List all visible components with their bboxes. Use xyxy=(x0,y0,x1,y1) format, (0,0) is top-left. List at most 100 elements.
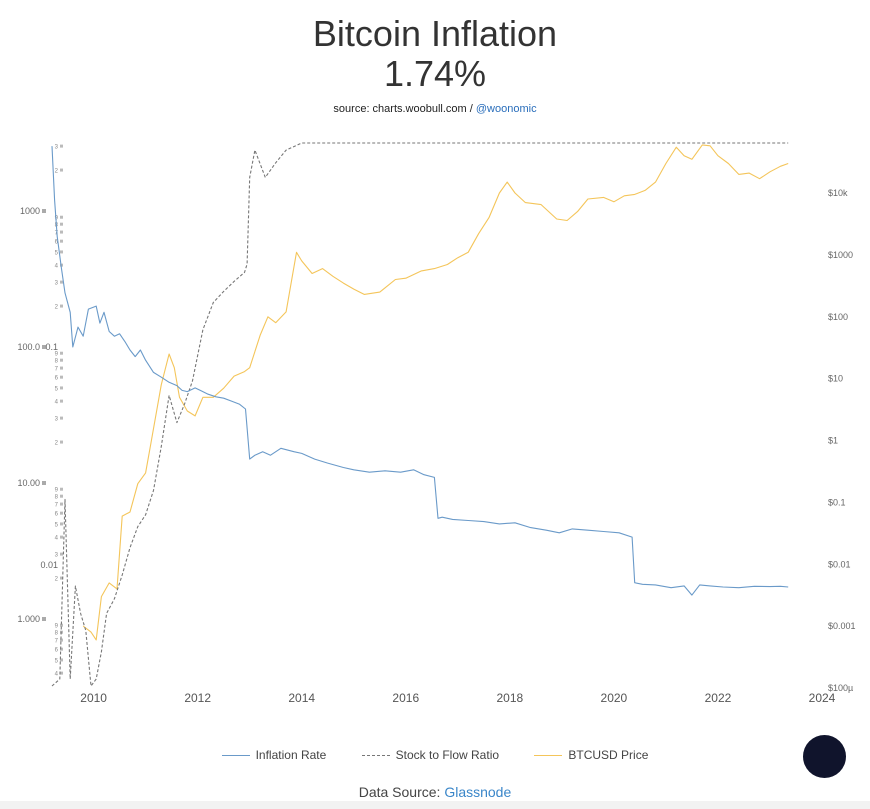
left-minor-mark xyxy=(60,623,63,627)
left-minor-mark xyxy=(60,576,63,580)
left-minor-mark xyxy=(60,440,63,444)
left-minor-label: 6 xyxy=(55,240,59,246)
source-prefix: source: charts.woobull.com / xyxy=(333,103,476,115)
x-tick-label: 2024 xyxy=(809,691,836,705)
left-minor-label: 8 xyxy=(55,495,59,501)
left-minor-mark xyxy=(60,351,63,355)
left-minor-mark xyxy=(60,522,63,526)
x-tick-label: 2020 xyxy=(601,691,628,705)
left-minor-mark xyxy=(60,494,63,498)
series-s2f-line xyxy=(51,142,789,687)
left-minor-mark xyxy=(60,502,63,506)
right-tick-label: $0.001 xyxy=(828,621,856,631)
left-minor-mark xyxy=(60,222,63,226)
right-tick-label: $10k xyxy=(828,188,848,198)
left-minor-label: 6 xyxy=(55,648,59,654)
left-minor-label: 7 xyxy=(55,639,59,645)
legend-line-inflation xyxy=(221,755,250,757)
left-minor-label: 5 xyxy=(55,522,59,528)
legend-label-price: BTCUSD Price xyxy=(568,748,649,762)
left-minor-mark xyxy=(60,552,63,556)
left-minor-mark xyxy=(60,511,63,515)
legend-line-s2f xyxy=(361,755,390,757)
left-minor-label: 5 xyxy=(55,658,59,664)
left-minor-label: 9 xyxy=(55,488,59,494)
left-minor-label: 6 xyxy=(55,376,59,382)
mid-tick-label: 0.01 xyxy=(40,560,58,570)
right-tick-label: $0.01 xyxy=(828,559,851,569)
right-tick-label: $10 xyxy=(828,374,843,384)
right-tick-label: $100 xyxy=(828,312,848,322)
x-tick-label: 2022 xyxy=(705,691,732,705)
left-minor-label: 6 xyxy=(55,512,59,518)
left-minor-mark xyxy=(60,399,63,403)
left-minor-label: 2 xyxy=(55,441,59,447)
left-minor-label: 9 xyxy=(55,216,59,222)
legend-item-price[interactable]: BTCUSD Price xyxy=(534,748,648,762)
left-minor-mark xyxy=(60,304,63,308)
source-line: source: charts.woobull.com / @woonomic xyxy=(0,103,870,115)
left-minor-mark xyxy=(60,647,63,651)
left-minor-mark xyxy=(60,250,63,254)
left-minor-mark xyxy=(60,215,63,219)
legend-item-s2f[interactable]: Stock to Flow Ratio xyxy=(361,748,500,762)
left-tick-label: 1000 xyxy=(20,206,40,216)
left-tick-mark xyxy=(42,617,46,621)
left-tick-label: 100.0 xyxy=(17,342,40,352)
left-minor-label: 3 xyxy=(55,281,59,287)
series-inflation-line xyxy=(51,146,789,596)
left-tick-label: 10.00 xyxy=(17,478,40,488)
left-minor-label: 8 xyxy=(55,631,59,637)
left-minor-label: 4 xyxy=(55,264,59,270)
left-minor-mark xyxy=(60,168,63,172)
left-minor-mark xyxy=(60,416,63,420)
left-minor-mark xyxy=(60,535,63,539)
left-minor-label: 3 xyxy=(55,417,59,423)
left-minor-label: 8 xyxy=(55,359,59,365)
axis-ticks-group: 2010 2012 2014 2016 2018 2020 2022 2024 1000 100.… xyxy=(17,144,856,705)
left-minor-label: 7 xyxy=(55,503,59,509)
legend-label-s2f: Stock to Flow Ratio xyxy=(395,748,500,762)
glassnode-link[interactable]: Glassnode xyxy=(444,784,512,800)
series-price-line xyxy=(82,144,789,641)
inflation-value: 1.74% xyxy=(383,53,487,94)
left-minor-label: 3 xyxy=(55,553,59,559)
left-tick-mark xyxy=(42,209,46,213)
mid-tick-label: 0.1 xyxy=(45,342,58,352)
source-handle-link[interactable]: @woonomic xyxy=(475,103,537,115)
left-tick-mark xyxy=(42,345,46,349)
left-tick-mark xyxy=(42,481,46,485)
legend-label-inflation: Inflation Rate xyxy=(255,748,327,762)
x-tick-label: 2016 xyxy=(392,691,419,705)
x-tick-label: 2012 xyxy=(184,691,211,705)
right-tick-label: $0.1 xyxy=(828,497,846,507)
left-minor-label: 4 xyxy=(55,536,59,542)
left-minor-mark xyxy=(60,230,63,234)
left-minor-mark xyxy=(60,386,63,390)
left-minor-mark xyxy=(60,375,63,379)
right-tick-label: $100µ xyxy=(828,683,853,693)
left-minor-mark xyxy=(60,239,63,243)
x-tick-label: 2018 xyxy=(496,691,523,705)
left-minor-label: 7 xyxy=(55,367,59,373)
x-tick-label: 2010 xyxy=(80,691,107,705)
left-minor-label: 2 xyxy=(55,169,59,175)
x-tick-label: 2014 xyxy=(288,691,315,705)
left-minor-mark xyxy=(60,671,63,675)
left-minor-mark xyxy=(60,280,63,284)
legend-item-inflation[interactable]: Inflation Rate xyxy=(221,748,327,762)
left-minor-mark xyxy=(60,658,63,662)
left-minor-label: 4 xyxy=(55,400,59,406)
data-source-prefix: Data Source: xyxy=(358,784,445,800)
bottom-strip xyxy=(0,801,870,809)
chat-bubble-button[interactable] xyxy=(803,735,846,778)
left-minor-label: 2 xyxy=(55,305,59,311)
left-minor-mark xyxy=(60,144,63,148)
left-minor-label: 5 xyxy=(55,250,59,256)
right-tick-label: $1 xyxy=(828,436,838,446)
left-minor-label: 9 xyxy=(55,624,59,630)
left-minor-mark xyxy=(60,366,63,370)
series-group xyxy=(51,142,789,687)
left-minor-mark xyxy=(60,487,63,491)
